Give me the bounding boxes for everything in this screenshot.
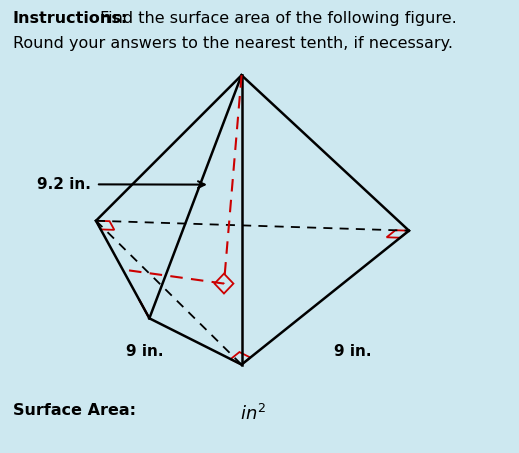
Text: Instructions:: Instructions: — [13, 11, 128, 26]
Text: Surface Area:: Surface Area: — [13, 403, 136, 418]
Text: Find the surface area of the following figure.: Find the surface area of the following f… — [100, 11, 456, 26]
Text: Round your answers to the nearest tenth, if necessary.: Round your answers to the nearest tenth,… — [13, 36, 453, 51]
Text: 9 in.: 9 in. — [126, 344, 163, 359]
Text: 9 in.: 9 in. — [334, 344, 372, 359]
Text: 9.2 in.: 9.2 in. — [37, 177, 91, 192]
Text: $\mathit{in}^2$: $\mathit{in}^2$ — [240, 404, 266, 424]
